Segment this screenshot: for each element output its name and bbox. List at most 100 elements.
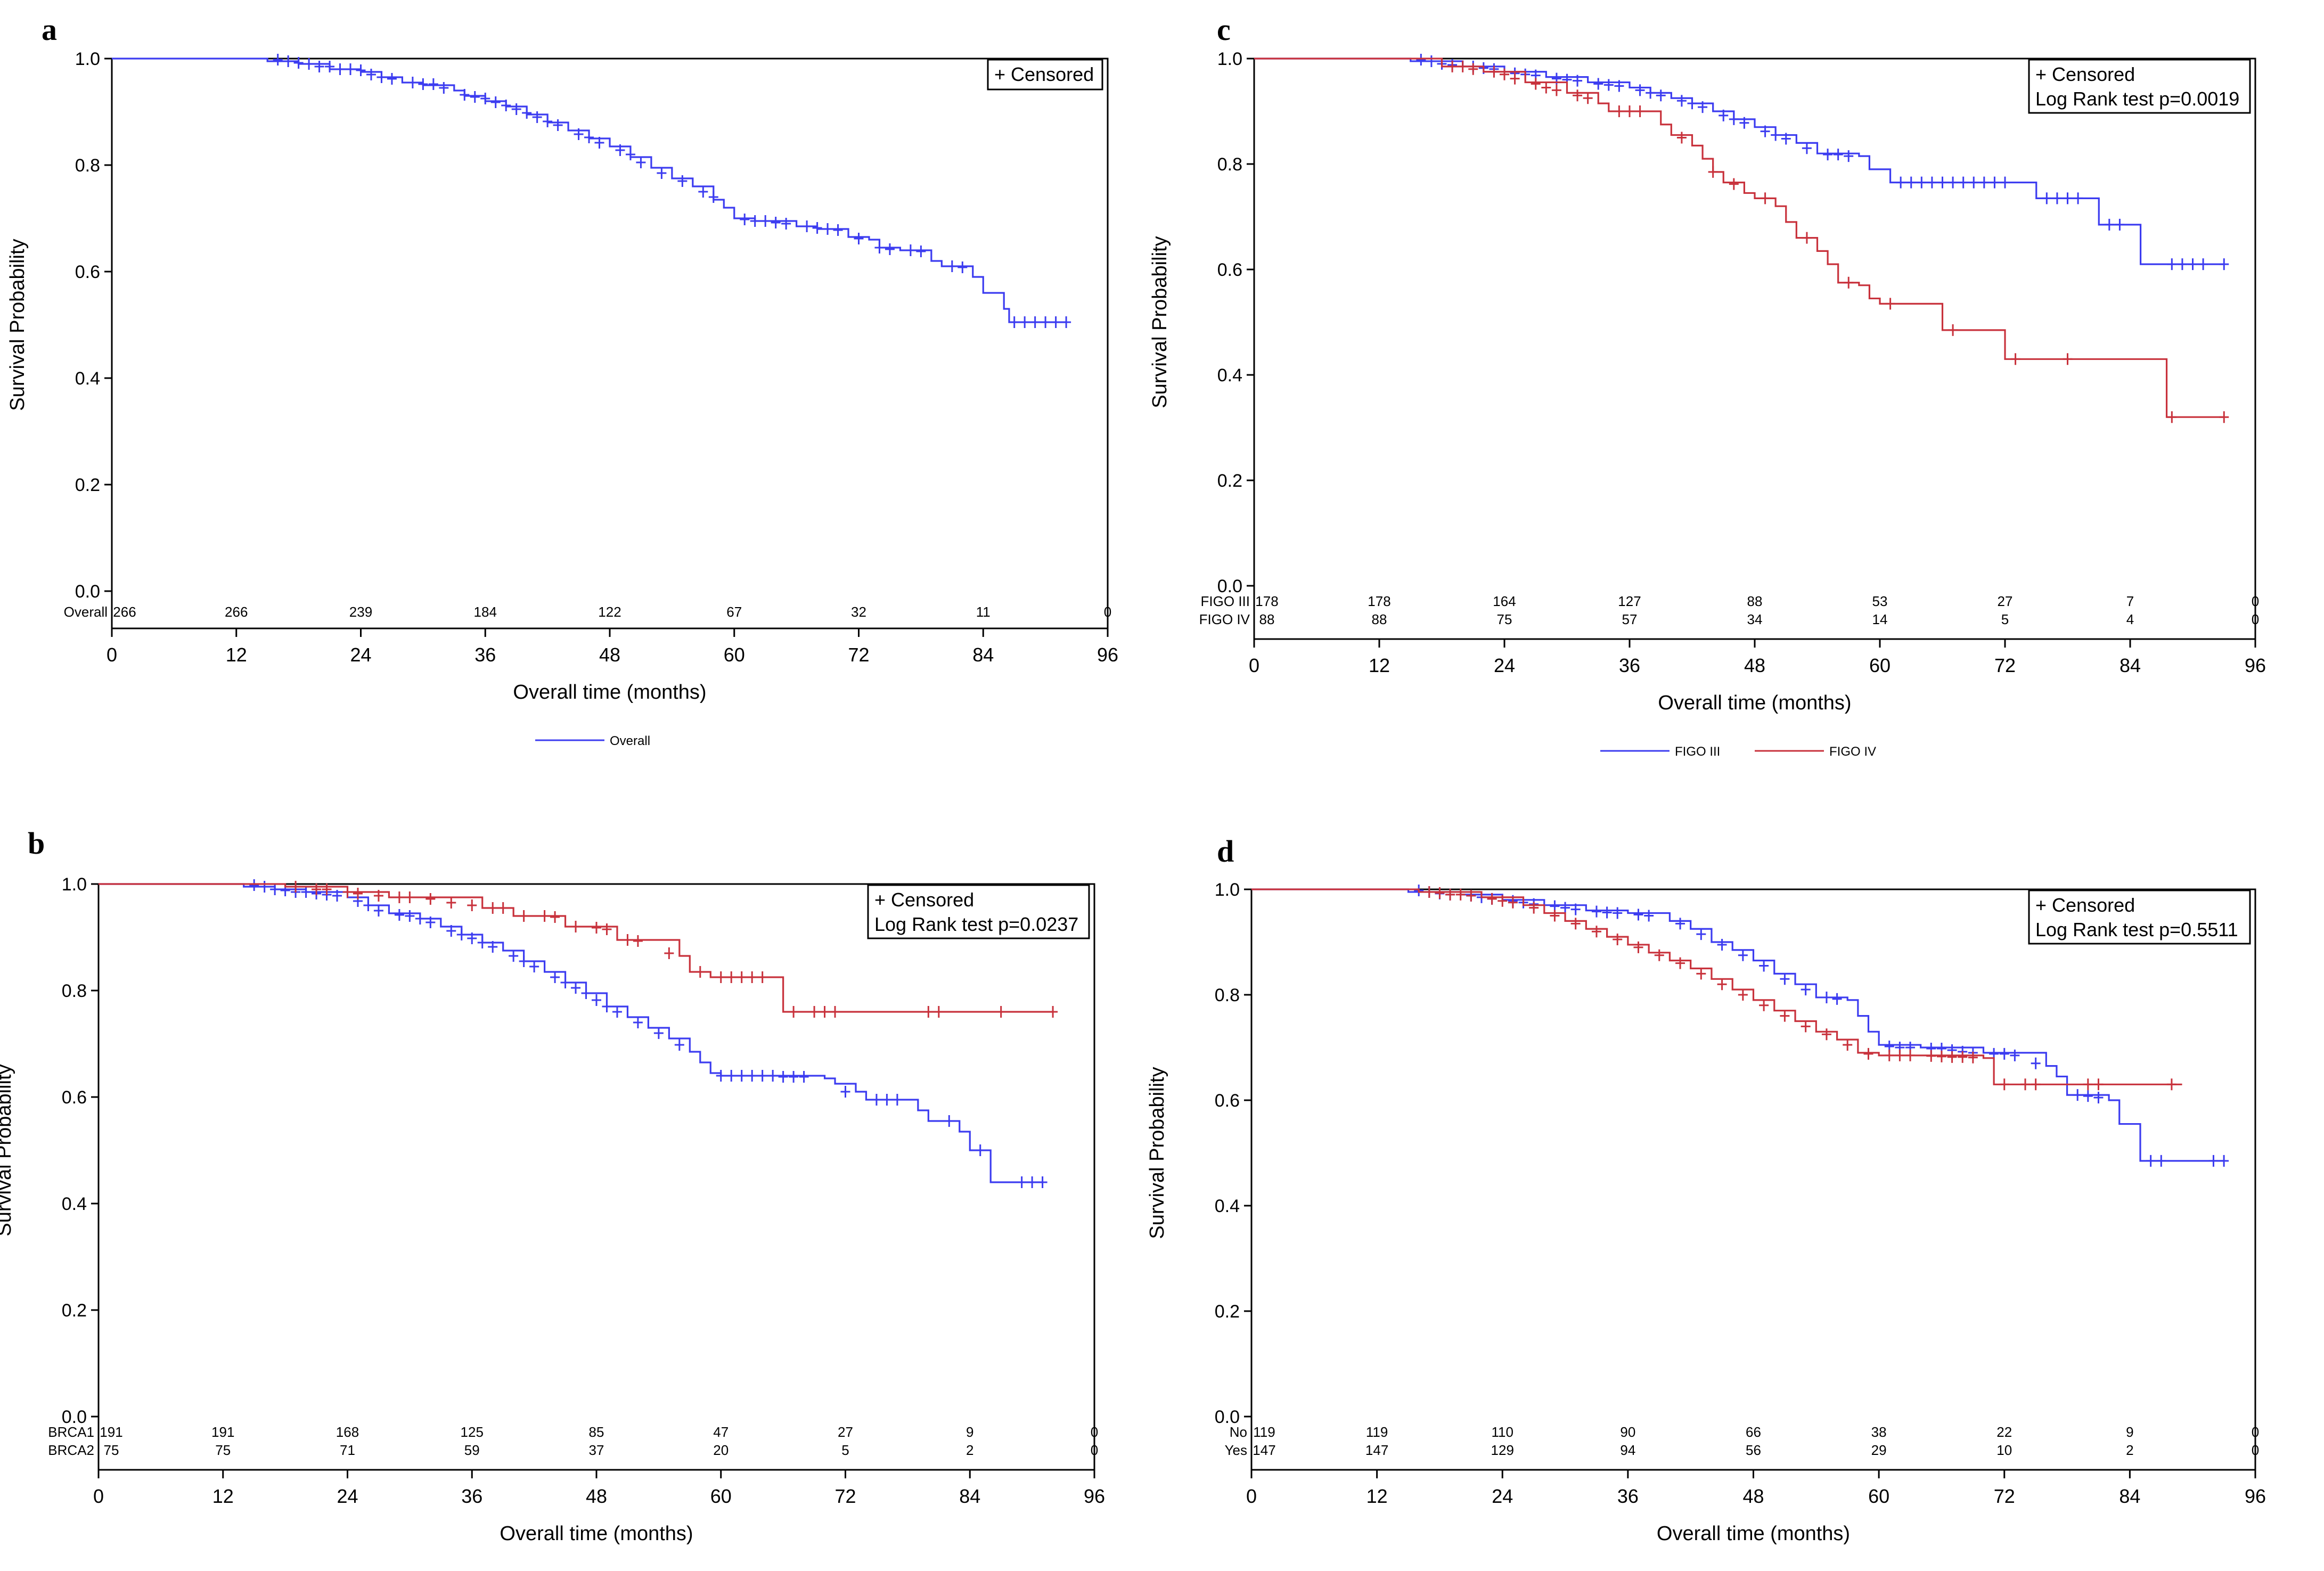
p3-censor-mark-1-16 (1696, 968, 1706, 980)
p3-y-tick-label-2: 0.4 (1215, 1196, 1240, 1216)
p0-y-tick-label-4: 0.8 (75, 156, 100, 176)
p2-censor-mark-1-6 (1531, 78, 1541, 90)
p2-censor-mark-1-17 (1760, 192, 1770, 204)
p0-censor-mark-0-30 (625, 149, 635, 160)
p3-censor-mark-1-22 (1821, 1028, 1831, 1041)
p3-censor-mark-1-29 (1936, 1050, 1946, 1062)
panel-letter-d: d (1217, 834, 1234, 869)
p1-censor-mark-0-5 (301, 886, 311, 898)
p2-censor-mark-0-16 (1635, 84, 1645, 96)
p1-censor-mark-0-20 (488, 941, 498, 953)
p2-risk-value-1-7: 4 (2126, 611, 2134, 627)
p3-censor-mark-0-36 (1999, 1048, 2009, 1060)
p1-risk-value-1-6: 5 (841, 1442, 849, 1458)
p2-risk-value-0-1: 178 (1368, 593, 1390, 609)
p2-censor-mark-0-12 (1573, 75, 1583, 87)
p3-risk-value-0-2: 110 (1492, 1424, 1513, 1440)
p3-censor-mark-0-26 (1832, 993, 1842, 1005)
p2-x-tick-label-4: 48 (1744, 654, 1765, 676)
p3-censor-mark-1-2 (1445, 888, 1455, 901)
p2-censor-mark-1-8 (1551, 84, 1561, 96)
p1-censor-mark-0-31 (633, 1017, 643, 1028)
p1-censor-mark-0-26 (571, 982, 581, 994)
km-chart-c: 0.0 0.2 0.4 0.6 0.8 1.0 Survival Probability 0 1… (1149, 49, 2266, 759)
p0-censor-mark-0-51 (958, 261, 968, 273)
p1-censor-mark-1-33 (934, 1006, 944, 1018)
p2-risk-value-1-3: 57 (1622, 611, 1638, 627)
p1-censor-mark-1-21 (664, 947, 674, 959)
p1-censor-mark-0-28 (592, 994, 601, 1006)
p2-censor-mark-0-52 (2198, 258, 2208, 271)
p1-x-tick-label-4: 48 (586, 1485, 607, 1507)
p1-censor-mark-0-2 (270, 883, 280, 895)
p3-censor-mark-0-22 (1759, 960, 1769, 972)
p2-legend-box (2028, 59, 2251, 114)
p3-censor-mark-1-21 (1801, 1020, 1811, 1033)
p0-censor-mark-0-53 (1020, 316, 1030, 328)
p0-censor-mark-0-52 (1009, 316, 1019, 328)
p1-censor-mark-0-18 (467, 932, 477, 944)
p0-x-tick-label-5: 60 (724, 644, 745, 666)
p1-x-tick-label-3: 36 (461, 1485, 482, 1507)
p1-x-tick-label-2: 24 (337, 1485, 358, 1507)
p3-risk-value-1-4: 56 (1746, 1442, 1761, 1458)
p0-censor-mark-0-29 (615, 144, 625, 156)
p3-censor-mark-0-37 (2010, 1049, 2020, 1061)
p2-risk-value-0-6: 27 (1998, 593, 2013, 609)
p0-censor-mark-0-31 (636, 157, 646, 168)
p3-censor-mark-1-20 (1780, 1010, 1790, 1022)
p2-risk-value-1-1: 88 (1372, 611, 1387, 627)
p2-bottom-legend-label-0: FIGO III (1675, 744, 1720, 759)
p0-censor-mark-0-41 (802, 220, 812, 232)
p0-censor-mark-0-32 (657, 167, 667, 179)
p0-censor-mark-0-55 (1041, 316, 1051, 328)
p0-risk-row-label-0: Overall (64, 604, 108, 620)
p2-censor-mark-0-0 (1416, 53, 1426, 66)
p1-censor-mark-1-10 (467, 899, 477, 911)
p1-censor-mark-1-15 (550, 911, 560, 923)
p0-risk-value-0-5: 67 (726, 604, 742, 620)
p2-censor-mark-1-2 (1468, 63, 1478, 75)
p1-censor-mark-1-28 (789, 1006, 799, 1018)
p1-censor-mark-1-11 (488, 902, 498, 914)
p1-y-tick-label-4: 0.8 (62, 981, 87, 1001)
p1-censor-mark-0-30 (612, 1006, 622, 1018)
p1-censor-mark-0-15 (425, 917, 436, 928)
p3-censor-mark-0-16 (1633, 909, 1643, 921)
p3-censor-mark-1-6 (1497, 895, 1508, 907)
p2-censor-mark-1-3 (1489, 66, 1499, 78)
p0-censor-mark-0-50 (947, 260, 957, 272)
p1-censor-mark-1-32 (923, 1006, 934, 1018)
p0-risk-value-0-7: 11 (976, 604, 991, 620)
p1-censor-mark-0-41 (789, 1071, 799, 1083)
p0-censor-mark-0-35 (708, 191, 718, 203)
p2-risk-value-1-6: 5 (2001, 611, 2009, 627)
p3-censor-mark-0-42 (2146, 1155, 2156, 1167)
p2-risk-value-1-4: 34 (1747, 611, 1763, 627)
p2-censor-mark-1-1 (1458, 60, 1468, 72)
p3-censor-mark-1-31 (1958, 1051, 1968, 1063)
p0-curve-0 (112, 58, 1067, 323)
p3-risk-value-1-0: 147 (1253, 1442, 1275, 1458)
p3-censor-mark-0-19 (1696, 928, 1706, 940)
p3-censor-mark-1-17 (1717, 978, 1727, 991)
p0-censor-mark-0-22 (522, 107, 532, 119)
p3-y-tick-label-3: 0.6 (1215, 1091, 1240, 1111)
p0-censor-mark-0-38 (760, 215, 771, 227)
p0-legend-box (987, 59, 1103, 91)
p2-x-tick-label-1: 12 (1369, 654, 1390, 676)
p3-risk-value-0-1: 119 (1366, 1424, 1388, 1440)
p3-censor-mark-1-37 (2093, 1078, 2104, 1091)
p2-censor-mark-1-12 (1625, 105, 1634, 117)
p1-censor-mark-0-12 (394, 909, 404, 921)
p0-censor-mark-0-19 (490, 96, 501, 108)
p2-censor-mark-1-10 (1583, 92, 1593, 104)
p0-censor-mark-0-40 (781, 218, 791, 230)
p2-curve-0 (1254, 58, 2224, 265)
p0-censor-mark-0-57 (1061, 316, 1071, 328)
p2-censor-mark-1-23 (2063, 353, 2073, 365)
p1-censor-mark-0-50 (1027, 1176, 1037, 1188)
p0-y-axis-label: Survival Probability (6, 239, 29, 411)
p2-censor-mark-0-41 (1990, 176, 2000, 189)
p1-censor-mark-1-20 (633, 935, 643, 947)
